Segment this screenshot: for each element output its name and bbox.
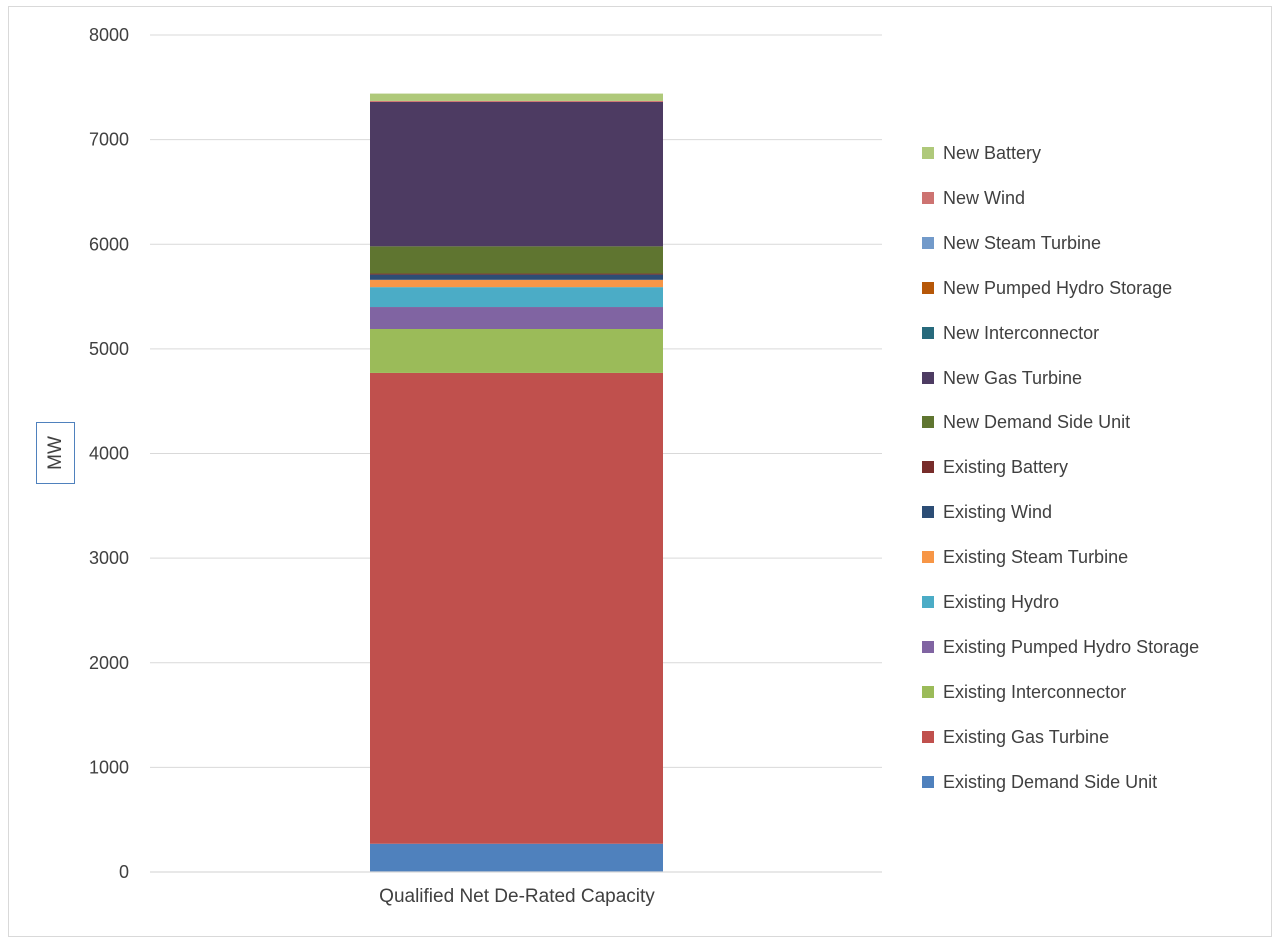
- bar-segment-existing-pumped-hydro-storage: [370, 307, 663, 329]
- y-tick-label: 1000: [89, 757, 129, 777]
- y-tick-label: 6000: [89, 234, 129, 254]
- bar-segment-existing-battery: [370, 273, 663, 275]
- legend-swatch: [922, 640, 934, 653]
- y-tick-label: 7000: [89, 130, 129, 150]
- legend-label: Existing Hydro: [943, 592, 1060, 612]
- legend-label: New Demand Side Unit: [943, 412, 1131, 433]
- legend-label: Existing Gas Turbine: [943, 726, 1110, 747]
- y-tick-label: 2000: [89, 653, 129, 673]
- legend-label: New Wind: [943, 187, 1026, 208]
- legend-swatch: [922, 551, 934, 564]
- legend-swatch: [922, 236, 934, 249]
- bar-segment-existing-wind: [370, 274, 663, 280]
- chart-frame: [8, 6, 1272, 937]
- legend-label: New Battery: [943, 143, 1042, 163]
- bar-segment-existing-steam-turbine: [370, 279, 663, 288]
- legend-label: New Steam Turbine: [943, 232, 1102, 253]
- legend-swatch: [922, 326, 934, 339]
- legend-swatch: [922, 281, 934, 294]
- legend-label: Existing Steam Turbine: [943, 547, 1129, 568]
- legend-label: Existing Wind: [943, 502, 1053, 523]
- bar-segment-new-demand-side-unit: [370, 246, 663, 274]
- y-axis-label: MW: [44, 436, 66, 470]
- legend-swatch: [922, 461, 934, 474]
- legend-swatch: [922, 191, 934, 204]
- y-axis-tick-labels: 0 1000 2000 3000 4000 5000 6000 7000 8000: [89, 25, 129, 882]
- legend-label: New Gas Turbine: [943, 367, 1083, 388]
- legend-label: Existing Battery: [943, 457, 1069, 478]
- bar-segment-new-gas-turbine: [370, 101, 663, 247]
- legend-swatch: [922, 147, 934, 159]
- y-tick-label: 8000: [89, 25, 129, 45]
- y-tick-label: 4000: [89, 444, 129, 464]
- legend-swatch: [922, 416, 934, 429]
- y-tick-label: 0: [119, 862, 129, 882]
- legend-label: Existing Pumped Hydro Storage: [943, 636, 1200, 657]
- bar-segment-existing-interconnector: [370, 328, 663, 373]
- stacked-bar: [370, 93, 663, 872]
- bar-segment-new-wind: [370, 100, 663, 102]
- bar-segment-new-battery: [370, 93, 663, 101]
- gridlines: [150, 34, 882, 768]
- legend-swatch: [922, 596, 934, 608]
- x-axis-category-label: Qualified Net De-Rated Capacity: [379, 886, 655, 907]
- legend-swatch: [922, 685, 934, 698]
- legend-label: Existing Demand Side Unit: [943, 771, 1158, 792]
- legend-label: New Pumped Hydro Storage: [943, 277, 1173, 298]
- y-tick-label: 5000: [89, 339, 129, 359]
- bar-segment-existing-hydro: [370, 287, 663, 308]
- bar-segment-existing-gas-turbine: [370, 372, 663, 844]
- legend-swatch: [922, 730, 934, 743]
- legend-swatch: [922, 775, 934, 788]
- legend-swatch: [922, 506, 934, 519]
- legend-label: Existing Interconnector: [943, 681, 1127, 702]
- legend-label: New Interconnector: [943, 322, 1100, 343]
- y-axis-label-box: MW: [36, 422, 75, 484]
- bar-segment-existing-demand-side-unit: [370, 843, 663, 872]
- legend-swatch: [922, 371, 934, 384]
- y-tick-label: 3000: [89, 548, 129, 568]
